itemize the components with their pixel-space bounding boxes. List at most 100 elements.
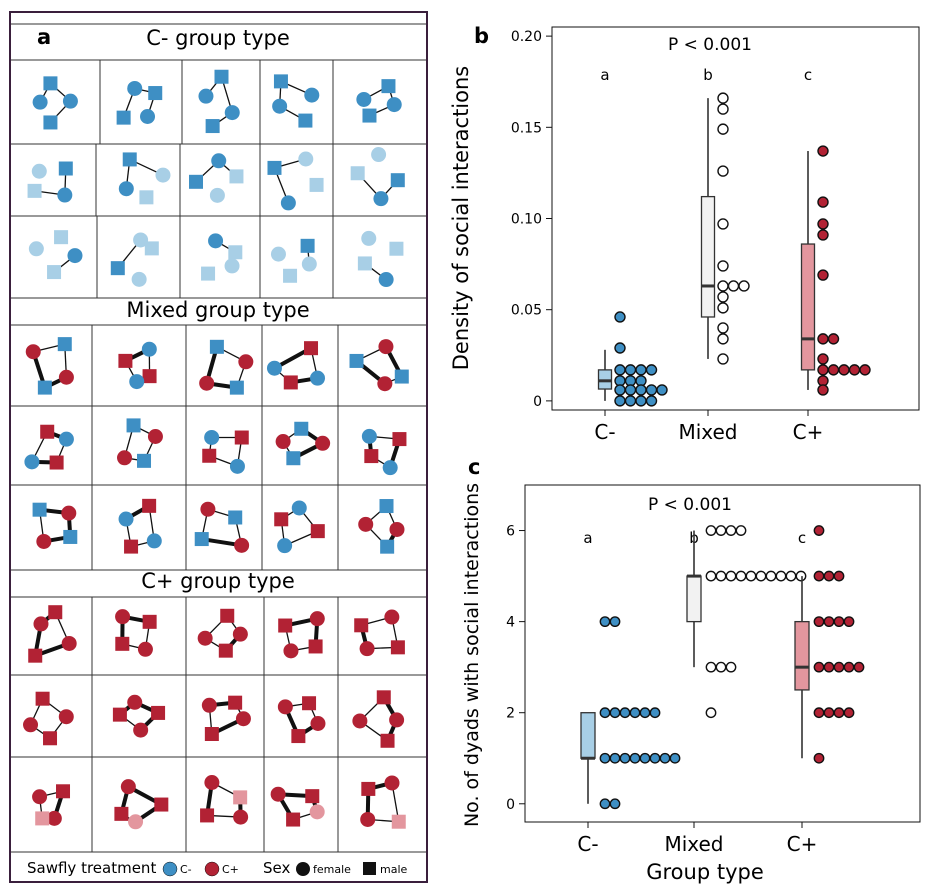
female-node: [127, 694, 143, 710]
data-point: [717, 123, 729, 135]
network-cminus: [32, 76, 78, 130]
data-point: [629, 707, 641, 719]
data-point: [817, 196, 829, 208]
female-node: [283, 643, 299, 659]
male-node: [201, 266, 216, 281]
female-node: [358, 516, 374, 532]
y-tick-label: 0.05: [511, 303, 542, 319]
y-tick-label: 6: [506, 524, 515, 540]
male-node: [205, 119, 220, 134]
legend-cplus-marker: [204, 861, 220, 877]
data-point: [649, 707, 661, 719]
data-point: [614, 395, 626, 407]
data-point: [645, 384, 658, 396]
male-node: [362, 108, 377, 123]
panel-b-ylabel: Density of social interactions: [449, 66, 473, 371]
data-point: [717, 280, 729, 292]
network-mixed: [275, 421, 331, 466]
data-point: [735, 525, 747, 536]
network-cplus: [278, 611, 325, 659]
y-tick-label: 0.20: [511, 29, 542, 45]
data-point: [614, 364, 626, 376]
female-node: [360, 811, 376, 827]
data-point: [659, 752, 671, 764]
legend-male-label: male: [380, 863, 408, 876]
network-mixed: [118, 341, 157, 390]
female-node: [275, 434, 291, 450]
network-cminus: [272, 74, 320, 128]
female-node: [200, 501, 216, 517]
data-point: [717, 302, 729, 314]
male-node: [294, 421, 309, 436]
male-node: [267, 160, 282, 175]
male-node: [220, 608, 235, 623]
network-cminus: [198, 69, 240, 134]
data-point: [817, 269, 829, 281]
female-node: [377, 376, 393, 392]
significance-letter: a: [583, 529, 592, 547]
legend-cplus-label: C+: [222, 863, 239, 876]
data-point: [745, 570, 757, 582]
male-node: [228, 245, 243, 260]
male-node: [310, 524, 325, 539]
female-node: [310, 370, 326, 386]
data-point: [843, 616, 855, 628]
male-node: [302, 696, 317, 711]
female-node: [277, 699, 293, 715]
male-node: [58, 161, 73, 176]
data-point: [715, 525, 727, 536]
data-point: [635, 364, 647, 376]
male-node: [115, 636, 130, 651]
female-node: [389, 712, 405, 728]
data-point: [823, 570, 835, 582]
network-cells: [23, 69, 409, 830]
network-cminus: [110, 232, 159, 287]
data-point: [775, 570, 787, 582]
data-point: [817, 333, 829, 345]
data-point: [624, 364, 637, 376]
female-node: [352, 713, 368, 729]
data-point: [795, 570, 807, 582]
female-node: [389, 521, 405, 537]
y-tick-label: 0.15: [511, 120, 542, 136]
y-tick-label: 0.10: [511, 212, 542, 228]
network-cminus: [267, 151, 324, 211]
panel-c-xlabel: Group type: [646, 860, 764, 884]
data-point: [853, 661, 865, 673]
data-point: [717, 218, 729, 230]
x-tick-label: C-: [594, 420, 615, 444]
male-node: [278, 618, 293, 633]
legend-female-label: female: [313, 863, 351, 876]
data-point: [755, 570, 767, 582]
box-Mixed: [686, 575, 702, 623]
male-node: [389, 241, 404, 256]
female-node: [61, 505, 77, 521]
female-node: [266, 360, 282, 376]
female-node: [201, 697, 217, 713]
data-point: [717, 322, 729, 334]
data-point: [717, 353, 729, 365]
male-node: [298, 113, 313, 128]
y-tick-label: 0: [533, 394, 542, 410]
female-node: [128, 814, 144, 830]
data-point: [717, 291, 729, 303]
panel-b: b P < 0.001 Density of social interactio…: [449, 24, 920, 444]
panel-c: c P < 0.001 No. of dyads with social int…: [461, 455, 921, 884]
male-node: [110, 261, 125, 276]
data-point: [717, 103, 729, 115]
male-node: [54, 230, 69, 245]
female-node: [120, 779, 136, 795]
female-node: [62, 93, 78, 109]
data-point: [843, 707, 855, 719]
legend-treatment-label: Sawfly treatment: [27, 859, 156, 877]
female-node: [36, 533, 52, 549]
y-tick-label: 4: [506, 615, 515, 631]
network-cplus: [360, 775, 406, 829]
panel-c-plot-frame: [524, 484, 921, 823]
female-node: [146, 533, 162, 549]
female-node: [129, 374, 145, 390]
network-mixed: [266, 341, 326, 390]
data-point: [609, 798, 621, 810]
male-node: [229, 169, 244, 184]
female-node: [384, 609, 400, 625]
